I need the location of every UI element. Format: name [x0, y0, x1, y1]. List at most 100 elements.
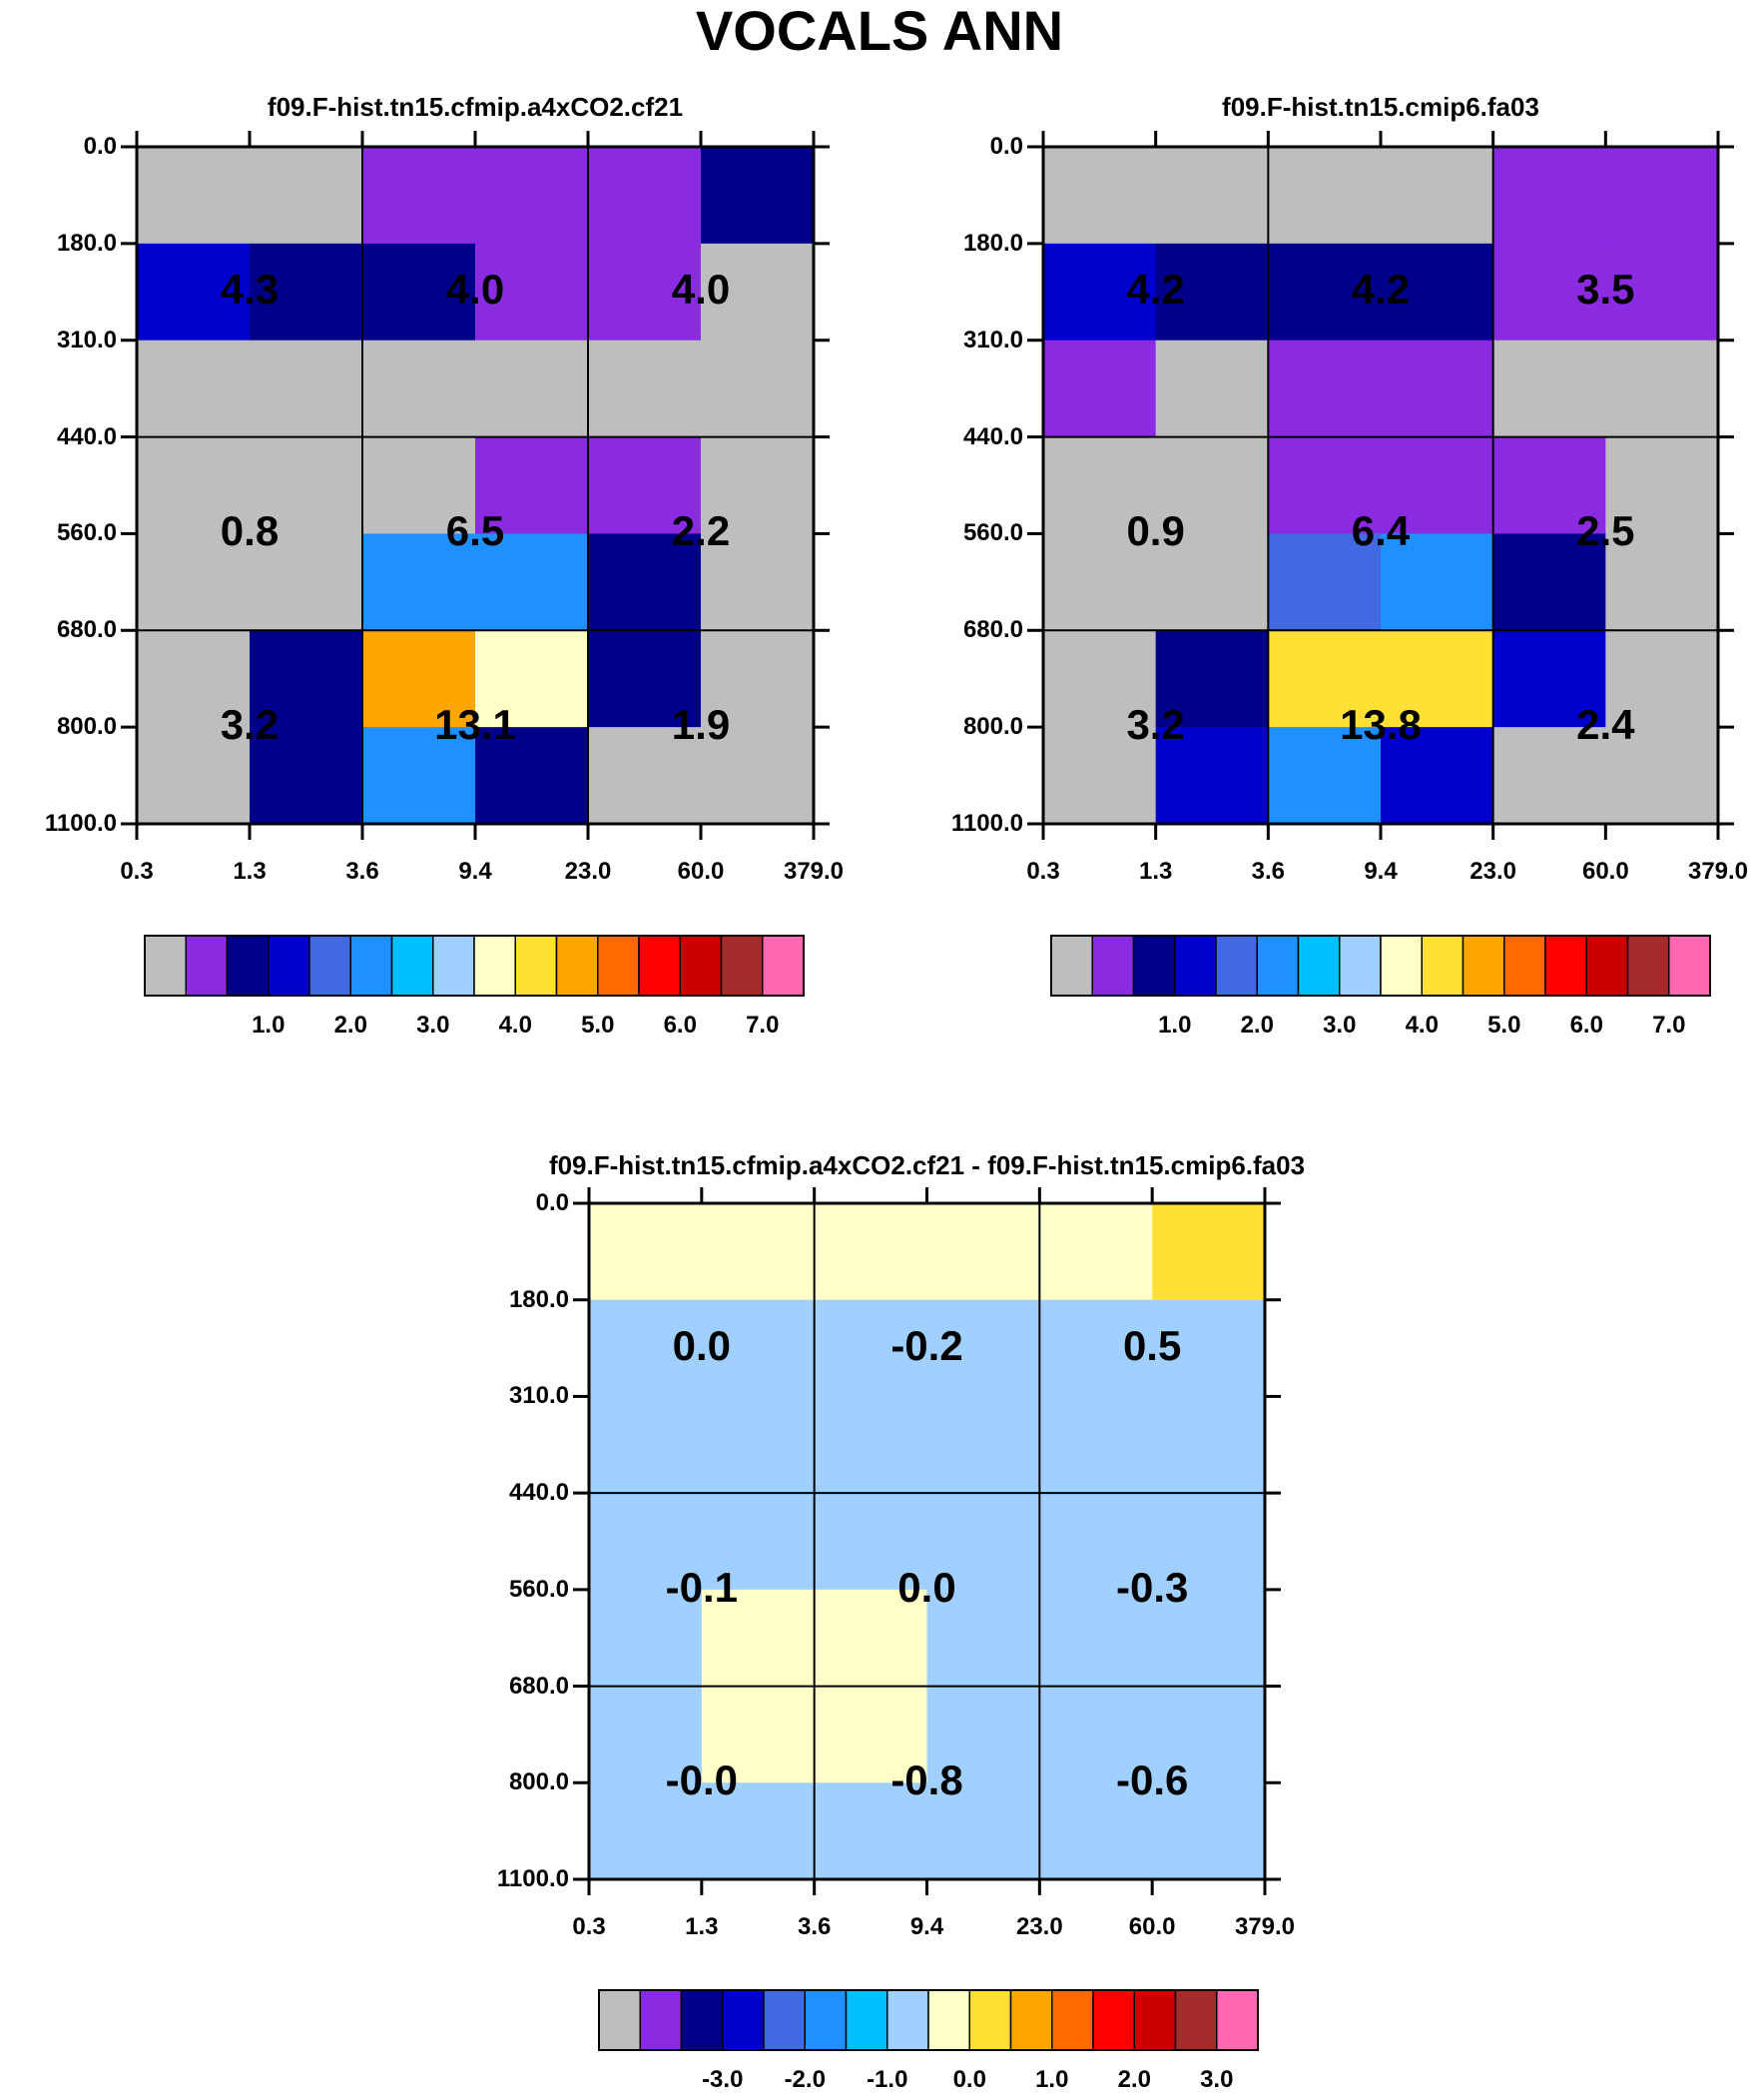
- heatmap-cell: [1152, 1589, 1266, 1688]
- heatmap-cell: [701, 1589, 816, 1688]
- heatmap-cell: [1155, 243, 1269, 342]
- heatmap-cell: [589, 1203, 703, 1301]
- y-tick-label: 560.0: [508, 1575, 569, 1603]
- colorbar-box: [1215, 935, 1258, 997]
- colorbar-label: 5.0: [1487, 1012, 1521, 1039]
- x-tick-label: 23.0: [564, 858, 612, 885]
- heatmap-cell: [1043, 533, 1157, 631]
- heatmap-cell: [926, 1686, 1040, 1783]
- colorbar-box: [968, 1989, 1012, 2051]
- heatmap-cell: [701, 727, 815, 825]
- colorbar-box: [845, 1989, 888, 2051]
- y-tick-label: 800.0: [508, 1768, 569, 1796]
- colorbar-label: 7.0: [1652, 1012, 1686, 1039]
- x-tick-label: 3.6: [345, 858, 379, 885]
- y-tick-label: 1100.0: [496, 1865, 569, 1892]
- box-value: 13.8: [1340, 701, 1422, 749]
- x-tick-label: 0.3: [572, 1913, 606, 1940]
- heatmap-cell: [250, 436, 363, 535]
- colorbar-box: [1051, 1989, 1094, 2051]
- box-value: -0.8: [890, 1756, 963, 1804]
- heatmap-cell: [250, 340, 363, 438]
- box-value: 1.9: [671, 701, 731, 749]
- heatmap-cell: [1605, 340, 1719, 438]
- y-tick-label: 310.0: [56, 326, 117, 353]
- heatmap-cell: [137, 727, 251, 825]
- x-tick-label: 9.4: [909, 1913, 944, 1940]
- heatmap-cell: [475, 340, 589, 438]
- heatmap-cell: [701, 436, 815, 535]
- colorbar-label: 0.0: [952, 2066, 986, 2093]
- box-value: 3.2: [1126, 701, 1185, 749]
- heatmap-cell: [250, 533, 363, 631]
- colorbar-box: [763, 1989, 806, 2051]
- heatmap-cell: [137, 147, 251, 245]
- x-tick-label: 0.3: [120, 858, 154, 885]
- colorbar-box: [762, 935, 805, 997]
- heatmap-cell: [475, 436, 589, 535]
- x-tick-label: 60.0: [1128, 1913, 1176, 1940]
- heatmap-cell: [701, 1203, 816, 1301]
- heatmap-cell: [701, 1299, 816, 1398]
- colorbar-box: [886, 1989, 929, 2051]
- colorbar-box: [1626, 935, 1670, 997]
- box-value: -0.1: [665, 1563, 739, 1611]
- heatmap-cell: [589, 1396, 703, 1494]
- y-tick-label: 180.0: [508, 1285, 569, 1313]
- colorbar-box: [1380, 935, 1423, 997]
- heatmap-cell: [1492, 727, 1606, 825]
- colorbar-box: [639, 1989, 683, 2051]
- x-tick-label: 23.0: [1015, 1913, 1063, 1940]
- y-tick-label: 440.0: [962, 422, 1023, 450]
- x-tick-label: 9.4: [458, 858, 492, 885]
- x-tick-label: 1.3: [1138, 858, 1173, 885]
- heatmap-cell: [1605, 533, 1719, 631]
- heatmap-cell: [1043, 243, 1157, 342]
- box-value: 2.4: [1576, 701, 1635, 749]
- heatmap-cell: [137, 243, 251, 342]
- colorbar-box: [927, 1989, 970, 2051]
- heatmap-cell: [1152, 1686, 1266, 1783]
- heatmap-cell: [814, 1686, 928, 1783]
- heatmap-cell: [1039, 1589, 1153, 1688]
- heatmap-cell: [362, 147, 476, 245]
- colorbar-box: [185, 935, 229, 997]
- heatmap-cell: [701, 1493, 816, 1591]
- heatmap-cell: [1605, 630, 1719, 728]
- colorbar-box: [308, 935, 351, 997]
- x-tick-label: 23.0: [1469, 858, 1517, 885]
- colorbar-box: [1585, 935, 1629, 997]
- heatmap-cell: [137, 340, 251, 438]
- heatmap-cell: [1492, 243, 1606, 342]
- colorbar-frame: [1050, 935, 1711, 997]
- heatmap-cell: [475, 630, 589, 728]
- colorbar-label: -3.0: [702, 2066, 744, 2093]
- heatmap-cell: [1152, 1396, 1266, 1494]
- colorbar-box: [680, 1989, 724, 2051]
- heatmap-cell: [1039, 1686, 1153, 1783]
- y-tick-label: 560.0: [962, 519, 1023, 547]
- heatmap-cell: [1155, 533, 1269, 631]
- heatmap-cell: [475, 243, 589, 342]
- colorbar-label: 4.0: [498, 1012, 532, 1039]
- heatmap-cell: [814, 1299, 928, 1398]
- colorbar-box: [1216, 1989, 1259, 2051]
- heatmap-cell: [701, 1686, 816, 1783]
- colorbar-frame: [144, 935, 805, 997]
- heatmap-cell: [1039, 1493, 1153, 1591]
- heatmap-cell: [589, 1589, 703, 1688]
- x-tick-label: 379.0: [1687, 858, 1749, 885]
- y-tick-label: 0.0: [989, 133, 1023, 160]
- heatmap-cell: [1381, 533, 1494, 631]
- y-tick-label: 560.0: [56, 519, 117, 547]
- heatmap-cell: [701, 630, 815, 728]
- colorbar-box: [1421, 935, 1465, 997]
- box-value: 4.2: [1351, 266, 1411, 314]
- y-tick-label: 680.0: [508, 1672, 569, 1700]
- colorbar-box: [432, 935, 475, 997]
- x-tick-label: 379.0: [783, 858, 845, 885]
- colorbar-label: 6.0: [663, 1012, 697, 1039]
- y-tick-label: 800.0: [962, 713, 1023, 741]
- x-tick-label: 1.3: [233, 858, 267, 885]
- heatmap-cell: [1492, 630, 1606, 728]
